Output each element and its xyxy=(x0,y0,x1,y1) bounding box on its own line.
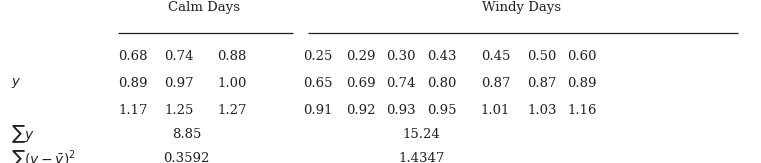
Text: 15.24: 15.24 xyxy=(403,128,441,141)
Text: 0.65: 0.65 xyxy=(304,77,333,90)
Text: $y$: $y$ xyxy=(11,76,22,90)
Text: 1.25: 1.25 xyxy=(164,104,193,117)
Text: 0.30: 0.30 xyxy=(387,50,416,63)
Text: 0.80: 0.80 xyxy=(428,77,457,90)
Text: 0.87: 0.87 xyxy=(481,77,510,90)
Text: 0.92: 0.92 xyxy=(346,104,375,117)
Text: 0.25: 0.25 xyxy=(304,50,333,63)
Text: 0.69: 0.69 xyxy=(346,77,375,90)
Text: 0.74: 0.74 xyxy=(387,77,416,90)
Text: 0.50: 0.50 xyxy=(527,50,556,63)
Text: 0.89: 0.89 xyxy=(568,77,597,90)
Text: 1.01: 1.01 xyxy=(481,104,510,117)
Text: 8.85: 8.85 xyxy=(172,128,201,141)
Text: 0.68: 0.68 xyxy=(119,50,148,63)
Text: 0.43: 0.43 xyxy=(428,50,457,63)
Text: 1.17: 1.17 xyxy=(119,104,148,117)
Text: 0.29: 0.29 xyxy=(346,50,375,63)
Text: 0.91: 0.91 xyxy=(304,104,333,117)
Text: Windy Days: Windy Days xyxy=(482,1,561,14)
Text: $\sum y$: $\sum y$ xyxy=(11,124,35,145)
Text: 1.16: 1.16 xyxy=(568,104,597,117)
Text: Calm Days: Calm Days xyxy=(168,1,240,14)
Text: 0.93: 0.93 xyxy=(387,104,416,117)
Text: 1.03: 1.03 xyxy=(527,104,556,117)
Text: 0.87: 0.87 xyxy=(527,77,556,90)
Text: 0.89: 0.89 xyxy=(119,77,148,90)
Text: 0.3592: 0.3592 xyxy=(164,152,209,163)
Text: 0.97: 0.97 xyxy=(164,77,193,90)
Text: 0.88: 0.88 xyxy=(218,50,247,63)
Text: 0.74: 0.74 xyxy=(164,50,193,63)
Text: 0.95: 0.95 xyxy=(428,104,457,117)
Text: 1.00: 1.00 xyxy=(218,77,247,90)
Text: 1.27: 1.27 xyxy=(218,104,247,117)
Text: $\sum(y-\bar{y})^2$: $\sum(y-\bar{y})^2$ xyxy=(11,148,76,163)
Text: 0.60: 0.60 xyxy=(568,50,597,63)
Text: 1.4347: 1.4347 xyxy=(399,152,444,163)
Text: 0.45: 0.45 xyxy=(481,50,510,63)
